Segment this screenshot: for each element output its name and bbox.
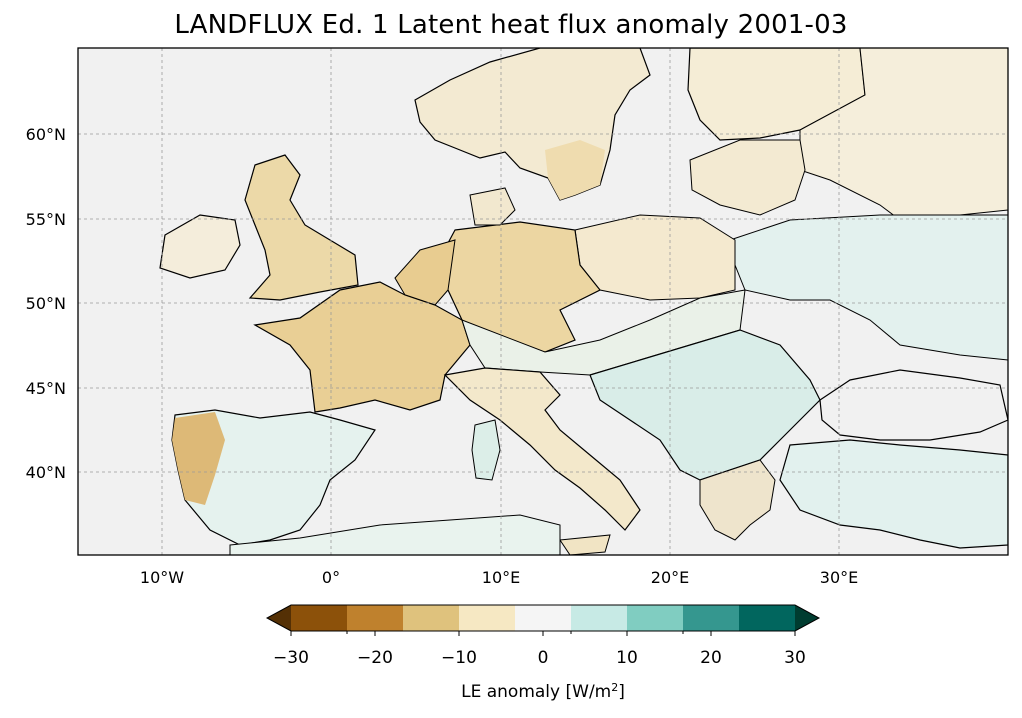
gridlines bbox=[78, 48, 1008, 555]
colorbar-tick-label: 10 bbox=[616, 648, 638, 668]
land-italy bbox=[443, 367, 641, 531]
colorbar-label: LE anomaly [W/m2] bbox=[461, 681, 625, 703]
lon-label-20e: 20°E bbox=[651, 568, 689, 587]
land-ukraine bbox=[729, 214, 1008, 361]
colorbar-segment bbox=[571, 605, 628, 631]
land-poland bbox=[574, 214, 736, 301]
colorbar-extend-min bbox=[267, 605, 291, 631]
colorbar-segment bbox=[739, 605, 796, 631]
land-russia bbox=[799, 48, 1008, 221]
lat-label-50: 50°N bbox=[26, 294, 66, 313]
land-greece bbox=[699, 459, 776, 541]
land-balkans bbox=[589, 329, 821, 481]
map-panel bbox=[77, 47, 1009, 556]
colorbar-segment bbox=[627, 605, 684, 631]
land-denmark bbox=[469, 187, 516, 226]
lon-label-30e: 30°E bbox=[820, 568, 858, 587]
land-ireland bbox=[159, 214, 241, 279]
land-turkey bbox=[779, 439, 1008, 549]
lat-label-60: 60°N bbox=[26, 125, 66, 144]
black-sea bbox=[819, 369, 1008, 441]
latitude-labels: 60°N 55°N 50°N 45°N 40°N bbox=[26, 125, 66, 482]
land-portugal-dry bbox=[172, 412, 225, 505]
lat-label-40: 40°N bbox=[26, 463, 66, 482]
colorbar-extend-max bbox=[795, 605, 819, 631]
map-title: LANDFLUX Ed. 1 Latent heat flux anomaly … bbox=[174, 10, 848, 40]
colorbar-tick-label: 20 bbox=[700, 648, 722, 668]
land-great-britain bbox=[244, 154, 359, 301]
colorbar-segment bbox=[347, 605, 404, 631]
colorbar-segment bbox=[403, 605, 460, 631]
land-north-africa bbox=[229, 514, 561, 555]
land-sicily bbox=[559, 534, 611, 555]
colorbar: −30 −20 −10 0 10 20 30 bbox=[265, 604, 821, 668]
colorbar-segment bbox=[683, 605, 740, 631]
colorbar-tick-label: 30 bbox=[784, 648, 806, 668]
lat-label-55: 55°N bbox=[26, 210, 66, 229]
lon-label-10e: 10°E bbox=[482, 568, 520, 587]
land-sardinia bbox=[471, 419, 501, 481]
land-anomaly-layer bbox=[159, 48, 1008, 555]
colorbar-tick-label: −10 bbox=[441, 648, 477, 668]
longitude-labels: 10°W 0° 10°E 20°E 30°E bbox=[140, 568, 858, 587]
colorbar-tick-label: −20 bbox=[357, 648, 393, 668]
lon-label-0: 0° bbox=[322, 568, 340, 587]
land-sweden-south bbox=[545, 140, 605, 200]
map-frame bbox=[77, 47, 1009, 556]
colorbar-segment bbox=[515, 605, 572, 631]
colorbar-segment bbox=[291, 605, 348, 631]
land-baltics bbox=[689, 139, 806, 216]
colorbar-segment bbox=[459, 605, 516, 631]
lat-label-45: 45°N bbox=[26, 379, 66, 398]
lon-label-10w: 10°W bbox=[140, 568, 184, 587]
colorbar-tick-label: −30 bbox=[273, 648, 309, 668]
colorbar-tick-label: 0 bbox=[538, 648, 549, 668]
